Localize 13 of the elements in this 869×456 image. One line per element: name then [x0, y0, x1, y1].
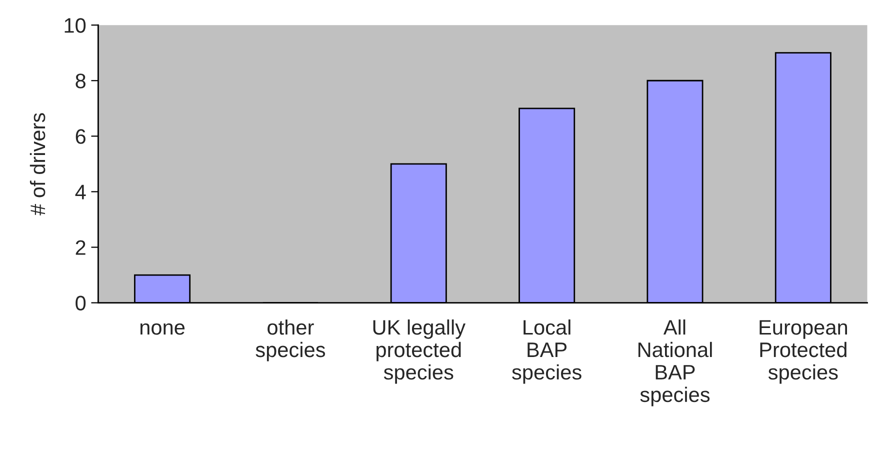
y-tick-label: 2	[76, 240, 86, 255]
y-tick-label: 4	[75, 184, 86, 200]
x-tick-label: other species	[256, 319, 326, 362]
y-tick-label: 10	[64, 18, 86, 33]
y-axis-title: # of drivers	[30, 113, 46, 216]
x-tick-label: none	[140, 323, 185, 335]
x-tick-label: Local BAP species	[512, 319, 582, 384]
y-tick-label: 0	[76, 296, 86, 311]
y-tick-label: 6	[76, 129, 86, 144]
x-tick-label: European Protected species	[760, 320, 847, 384]
x-tick-label: UK legally protected species	[373, 319, 466, 384]
x-tick-label: All National BAP species	[638, 319, 712, 406]
y-tick-label: 8	[76, 74, 86, 88]
